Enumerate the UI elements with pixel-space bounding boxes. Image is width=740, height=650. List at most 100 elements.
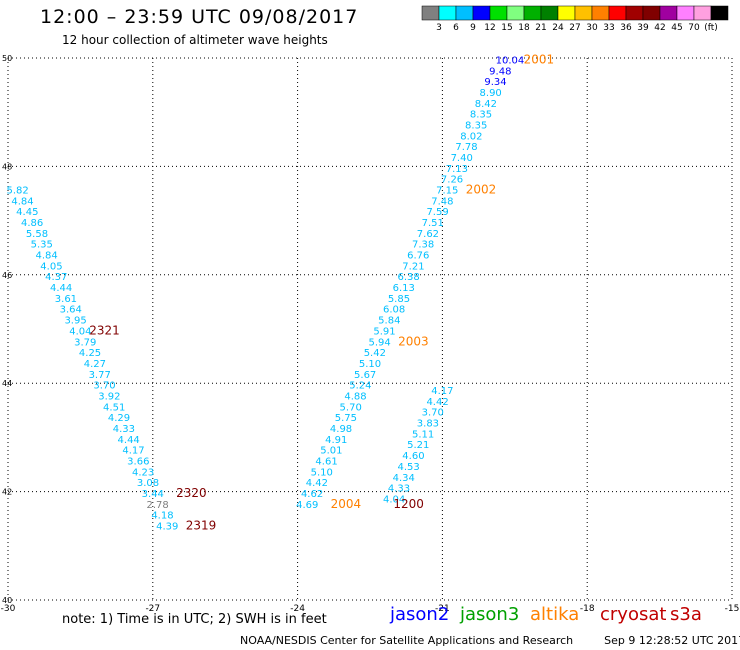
legend-satellite-jason2: jason2 [390,604,450,625]
swh-data-point: 3.70 [93,381,115,392]
swh-data-point: 4.23 [132,467,154,478]
color-scale-tick-label: 27 [569,23,580,33]
footer-timestamp: Sep 9 12:28:52 UTC 2017 [604,634,740,647]
legend-satellite-jason3: jason3 [460,604,520,625]
swh-data-point: 4.51 [103,402,125,413]
swh-data-point: 3.77 [89,370,111,381]
color-scale-tick-label: 15 [501,23,512,33]
swh-data-point: 5.11 [412,429,434,440]
color-swatch [506,5,525,21]
swh-data-point: 5.82 [7,186,29,197]
color-swatch [523,5,542,21]
swh-data-point: 5.70 [340,402,362,413]
color-scale-tick-label: 45 [671,23,682,33]
swh-data-point: 5.85 [388,294,410,305]
data-marks: 5.824.844.454.865.585.354.844.054.374.44… [7,52,555,532]
swh-data-point: 3.92 [98,391,120,402]
color-swatch [438,5,457,21]
swh-data-point: 3.64 [60,305,82,316]
swh-data-point: 5.24 [349,381,371,392]
swh-data-point: 4.25 [79,348,101,359]
swh-data-point: 7.62 [417,229,439,240]
swh-data-point: 5.58 [26,229,48,240]
color-swatch [659,5,678,21]
color-swatch [608,5,627,21]
swh-data-point: 5.10 [311,467,333,478]
swh-data-point: 4.62 [301,489,323,500]
swh-data-point: 4.69 [296,500,318,511]
swh-data-point: 7.51 [422,218,444,229]
pass-time-label: 2321 [89,323,120,337]
swh-data-point: 5.84 [378,316,400,327]
color-scale-bar: 3 6 9 12 15 18 21 24 27 30 33 36 39 42 45 70 (ft) [421,5,729,33]
swh-data-point: 4.60 [402,451,424,462]
y-tick-label: 46 [2,271,12,280]
color-swatch [642,5,661,21]
swh-data-point: 5.35 [31,240,53,251]
swh-data-point: 4.61 [315,457,337,468]
x-tick-label: -15 [725,604,740,614]
color-scale-tick-label: 24 [552,23,564,33]
color-scale-tick-label: 6 [453,23,459,33]
swh-data-point: 3.79 [74,337,96,348]
swh-data-point: 8.02 [460,131,482,142]
swh-data-point: 7.48 [431,196,453,207]
swh-data-point: 7.40 [451,153,473,164]
swh-data-point: 4.45 [16,207,38,218]
swh-data-point: 4.05 [40,261,62,272]
swh-data-point: 9.48 [489,66,511,77]
swh-data-point: 4.42 [426,397,448,408]
x-tick-label: -21 [435,604,450,614]
swh-data-point: 4.53 [397,462,419,473]
swh-data-point: 6.76 [407,251,429,262]
swh-data-point: 4.04 [383,494,405,505]
footer-credit: NOAA/NESDIS Center for Satellite Applica… [240,634,740,647]
color-scale-tick-label: 30 [586,23,598,33]
pass-time-label: 2004 [331,497,362,511]
color-swatch [574,5,593,21]
swh-data-point: 3.08 [137,478,159,489]
grid-lines [7,57,733,601]
legend-satellite-cryosat: cryosat [600,604,667,625]
pass-time-label: 2003 [398,334,429,348]
swh-data-point: 8.90 [480,88,502,99]
swh-data-point: 5.67 [354,370,376,381]
swh-data-point: 4.84 [11,196,33,207]
legend-satellite-altika: altika [530,604,580,625]
color-scale-tick-label: 70 [688,23,700,33]
color-scale-tick-label: 12 [484,23,495,33]
swh-data-point: 4.34 [393,473,415,484]
x-tick-label: -24 [290,604,305,614]
color-swatch [472,5,491,21]
y-tick-label: 40 [2,596,12,605]
color-swatch [557,5,576,21]
color-swatch [693,5,712,21]
color-scale-tick-label: 18 [518,23,530,33]
y-tick-label: 50 [2,54,12,63]
color-scale-tick-label: (ft) [704,23,718,33]
swh-data-point: 8.42 [475,99,497,110]
footer-credit-text: NOAA/NESDIS Center for Satellite Applica… [240,634,574,647]
pass-time-label: 2320 [176,486,207,500]
swh-data-point: 4.33 [388,484,410,495]
swh-data-point: 7.13 [446,164,468,175]
color-swatch [421,5,440,21]
swh-data-point: 4.33 [113,424,135,435]
swh-data-point: 7.21 [402,261,424,272]
swh-data-point: 4.42 [306,478,328,489]
y-tick-label: 48 [2,162,12,171]
swh-data-point: 4.17 [431,386,453,397]
legend-satellite-s3a: s3a [670,604,702,625]
y-tick-label: 42 [2,488,12,497]
swh-data-point: 4.88 [344,391,366,402]
swh-data-point: 6.08 [383,305,405,316]
swh-data-point: 7.26 [441,175,463,186]
swh-data-point: 4.29 [108,413,130,424]
swh-data-point: 6.38 [397,272,419,283]
pass-time-label: 2001 [524,52,555,66]
color-scale-tick-label: 21 [535,23,546,33]
swh-data-point: 9.34 [484,77,506,88]
color-scale-tick-label: 33 [603,23,614,33]
swh-data-point: 5.10 [359,359,381,370]
